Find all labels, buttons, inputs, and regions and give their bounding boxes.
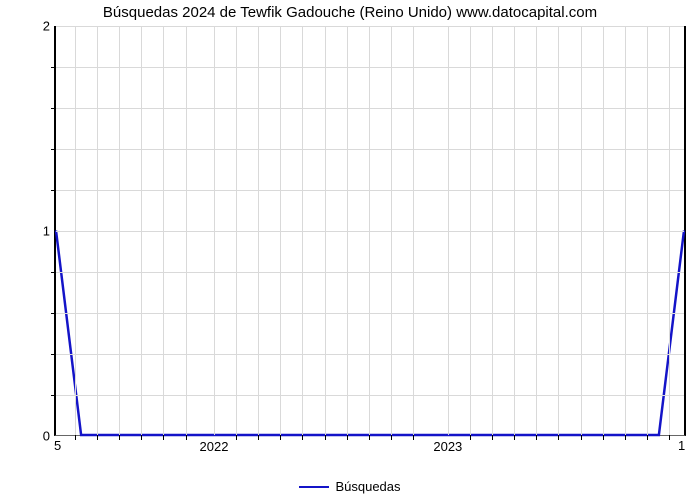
x-tick-minor xyxy=(258,435,259,440)
gridline-v-minor xyxy=(603,26,604,435)
gridline-v-minor xyxy=(163,26,164,435)
plot-area: 01220222023 xyxy=(54,26,686,436)
gridline-v-minor xyxy=(347,26,348,435)
gridline-h-minor xyxy=(56,190,684,191)
x-tick-minor xyxy=(186,435,187,440)
x-tick-minor xyxy=(391,435,392,440)
gridline-h-minor xyxy=(56,395,684,396)
x-tick-minor xyxy=(413,435,414,440)
x-tick-label: 2023 xyxy=(433,439,462,454)
x-tick-minor xyxy=(470,435,471,440)
y-tick-label: 1 xyxy=(43,224,50,239)
gridline-v-minor xyxy=(97,26,98,435)
gridline-v-minor xyxy=(536,26,537,435)
gridline-v-minor xyxy=(75,26,76,435)
x-tick-minor xyxy=(369,435,370,440)
x-tick-minor xyxy=(97,435,98,440)
corner-label-bottom-right: 1 xyxy=(678,438,685,453)
chart-container: Búsquedas 2024 de Tewfik Gadouche (Reino… xyxy=(0,0,700,500)
gridline-v-minor xyxy=(558,26,559,435)
legend: Búsquedas xyxy=(0,478,700,494)
gridline-v-minor xyxy=(186,26,187,435)
gridline-v xyxy=(214,26,215,435)
gridline-v-minor xyxy=(119,26,120,435)
gridline-v-minor xyxy=(492,26,493,435)
gridline-v-minor xyxy=(258,26,259,435)
gridline-v-minor xyxy=(647,26,648,435)
gridline-v-minor xyxy=(391,26,392,435)
gridline-h-minor xyxy=(56,354,684,355)
gridline-h-minor xyxy=(56,313,684,314)
legend-swatch xyxy=(299,486,329,488)
x-tick-minor xyxy=(514,435,515,440)
gridline-h xyxy=(56,231,684,232)
corner-label-top-left: 5 xyxy=(54,438,61,453)
x-tick-minor xyxy=(536,435,537,440)
y-tick-label: 2 xyxy=(43,19,50,34)
x-tick-minor xyxy=(75,435,76,440)
gridline-v-minor xyxy=(470,26,471,435)
y-tick-label: 0 xyxy=(43,429,50,444)
x-tick-minor xyxy=(558,435,559,440)
gridline-v-minor xyxy=(369,26,370,435)
gridline-h-minor xyxy=(56,108,684,109)
gridline-h-minor xyxy=(56,272,684,273)
x-tick-minor xyxy=(141,435,142,440)
gridline-v-minor xyxy=(236,26,237,435)
x-tick-minor xyxy=(581,435,582,440)
gridline-h xyxy=(56,26,684,27)
gridline-v-minor xyxy=(325,26,326,435)
gridline-v-minor xyxy=(625,26,626,435)
x-tick-minor xyxy=(236,435,237,440)
gridline-v-minor xyxy=(280,26,281,435)
gridline-v-minor xyxy=(669,26,670,435)
x-tick-minor xyxy=(163,435,164,440)
gridline-v-minor xyxy=(302,26,303,435)
gridline-v-minor xyxy=(413,26,414,435)
gridline-v-minor xyxy=(514,26,515,435)
x-tick-minor xyxy=(302,435,303,440)
x-tick-minor xyxy=(603,435,604,440)
gridline-v-minor xyxy=(141,26,142,435)
x-tick-minor xyxy=(492,435,493,440)
gridline-h-minor xyxy=(56,149,684,150)
gridline-h-minor xyxy=(56,67,684,68)
x-tick-minor xyxy=(647,435,648,440)
x-tick-minor xyxy=(325,435,326,440)
gridline-v xyxy=(448,26,449,435)
x-tick-label: 2022 xyxy=(200,439,229,454)
legend-label: Búsquedas xyxy=(335,479,400,494)
x-tick-minor xyxy=(280,435,281,440)
x-tick-minor xyxy=(347,435,348,440)
x-tick-minor xyxy=(119,435,120,440)
gridline-v-minor xyxy=(581,26,582,435)
x-tick-minor xyxy=(625,435,626,440)
chart-title: Búsquedas 2024 de Tewfik Gadouche (Reino… xyxy=(0,4,700,21)
x-tick-minor xyxy=(669,435,670,440)
